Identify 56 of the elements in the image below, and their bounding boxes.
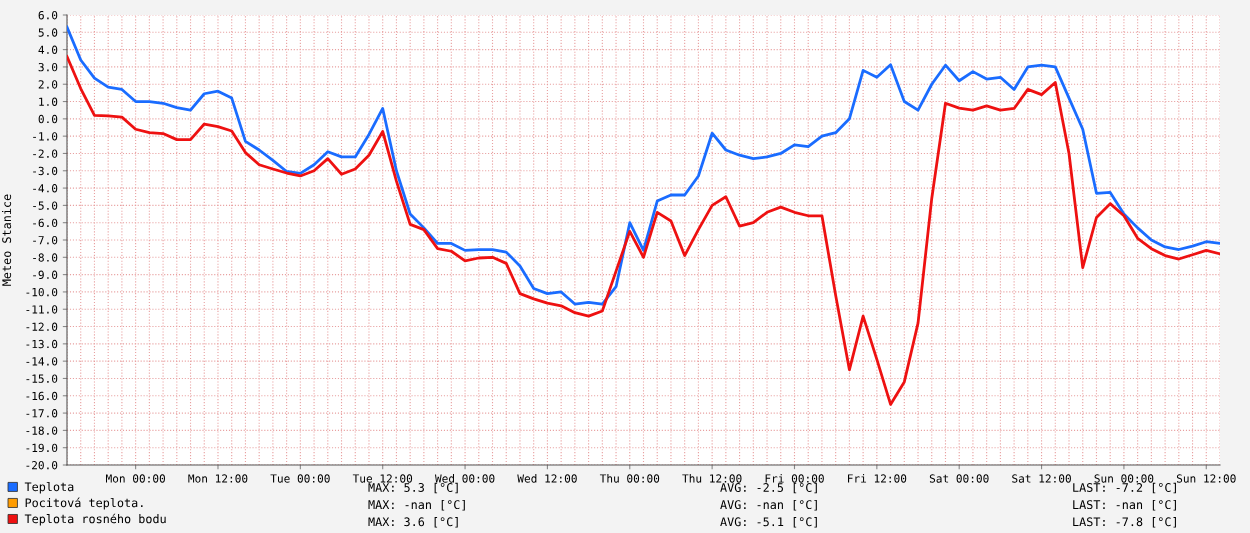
x-tick-label: Tue 12:00	[352, 474, 413, 483]
text: AVG: -2.5 [°C]	[720, 482, 817, 494]
y-tick-label: -18.0	[26, 426, 58, 435]
x-tick-label: Sun 00:00	[1094, 474, 1154, 483]
y-tick-label: 4.0	[38, 45, 58, 55]
y-tick-label: -5.0	[33, 201, 58, 210]
y-tick-label: -10.0	[26, 287, 58, 297]
legend-label: Teplota	[24, 482, 74, 494]
y-axis-title: Meteo Stanice	[1, 194, 12, 286]
y-tick-label: 1.0	[39, 97, 58, 106]
y-tick-label: -9.0	[33, 270, 58, 280]
x-tick-label: Sat 00:00	[929, 474, 989, 483]
x-tick-label: Tue 00:00	[270, 474, 330, 483]
y-tick-label: 6.0	[38, 11, 58, 20]
text: AVG: -nan [°C]	[720, 499, 817, 511]
x-tick-label: Sat 12:00	[1012, 474, 1071, 483]
y-tick-label: -7.0	[33, 236, 58, 245]
y-tick-label: -11.0	[26, 305, 58, 314]
y-tick-label: -2.0	[33, 149, 58, 158]
y-tick-label: 5.0	[38, 28, 58, 37]
y-tick-label: -14.0	[26, 357, 58, 366]
y-tick-label: -13.0	[26, 339, 58, 349]
y-tick-label: -1.0	[33, 132, 58, 141]
legend-label: Pocitová teplota.	[25, 497, 143, 510]
line-series	[67, 55, 1220, 406]
text: LAST: -7.8 [°C]	[1073, 517, 1176, 528]
y-tick-label: 3.0	[38, 62, 58, 72]
y-tick-label: 0.0	[38, 114, 58, 124]
x-tick-label: Fri 12:00	[848, 474, 907, 483]
y-tick-label: -17.0	[26, 409, 58, 418]
x-tick-label: Thu 12:00	[682, 474, 742, 483]
x-tick-label: Wed 12:00	[517, 474, 577, 483]
x-tick-label: Mon 00:00	[106, 474, 166, 483]
x-tick-label: Sun 12:00	[1176, 474, 1236, 483]
line-series	[67, 25, 1220, 306]
x-tick-label: Wed 00:00	[434, 474, 495, 483]
y-tick-label: -16.0	[26, 391, 58, 401]
y-tick-label: -12.0	[26, 322, 58, 331]
text: LAST: -nan [°C]	[1073, 499, 1176, 511]
text: AVG: -5.1 [°C]	[720, 517, 817, 528]
x-tick-label: Thu 00:00	[599, 474, 660, 483]
text: LAST: -7.2 [°C]	[1073, 482, 1176, 494]
text: MAX: -nan [°C]	[368, 499, 465, 511]
y-tick-label: -15.0	[26, 374, 58, 383]
y-tick-label: -8.0	[33, 253, 58, 262]
text: MAX: 5.3 [°C]	[368, 482, 458, 494]
y-tick-label: -19.0	[26, 443, 58, 453]
y-tick-label: -6.0	[33, 218, 58, 228]
x-tick-label: Fri 00:00	[765, 474, 824, 483]
x-tick-label: Mon 12:00	[188, 474, 248, 483]
text: MAX: 3.6 [°C]	[368, 517, 458, 528]
y-tick-label: -3.0	[33, 166, 58, 176]
y-tick-label: 2.0	[38, 80, 58, 89]
y-tick-label: -4.0	[33, 184, 58, 193]
legend-label: Teplota rosného bodu	[24, 513, 166, 526]
y-tick-label: -20.0	[26, 461, 58, 470]
